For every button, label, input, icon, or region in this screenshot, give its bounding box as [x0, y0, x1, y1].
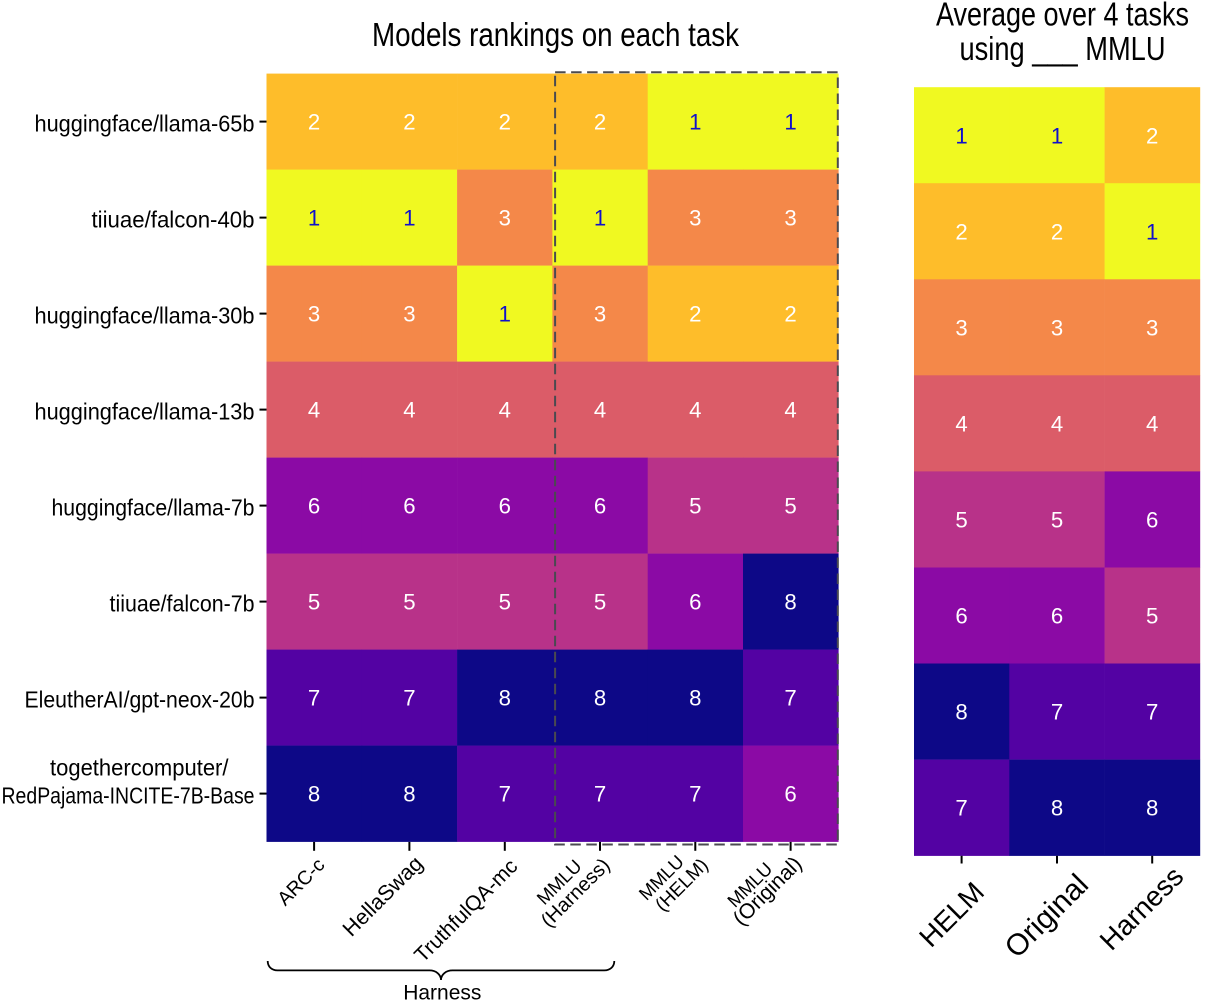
- svg-text:6: 6: [1146, 508, 1158, 533]
- svg-text:6: 6: [784, 782, 796, 807]
- svg-text:2: 2: [594, 110, 606, 135]
- svg-text:2: 2: [784, 302, 796, 327]
- svg-text:7: 7: [1146, 700, 1158, 725]
- svg-text:1: 1: [499, 302, 511, 327]
- svg-text:Harness: Harness: [403, 981, 481, 1000]
- svg-text:using ___ MMLU: using ___ MMLU: [960, 30, 1166, 67]
- svg-text:4: 4: [1051, 412, 1063, 437]
- svg-text:3: 3: [403, 302, 415, 327]
- svg-text:huggingface/llama-30b: huggingface/llama-30b: [35, 303, 255, 329]
- svg-text:3: 3: [594, 302, 606, 327]
- svg-text:8: 8: [689, 686, 701, 711]
- svg-text:4: 4: [403, 398, 415, 423]
- svg-text:3: 3: [955, 315, 967, 340]
- svg-text:3: 3: [784, 206, 796, 231]
- svg-text:2: 2: [689, 302, 701, 327]
- svg-text:8: 8: [784, 590, 796, 615]
- svg-text:8: 8: [594, 686, 606, 711]
- svg-text:1: 1: [689, 110, 701, 135]
- svg-text:1: 1: [784, 110, 796, 135]
- svg-text:8: 8: [499, 686, 511, 711]
- svg-text:1: 1: [955, 123, 967, 148]
- svg-text:EleutherAI/gpt-neox-20b: EleutherAI/gpt-neox-20b: [25, 687, 255, 713]
- svg-text:Average over 4 tasks: Average over 4 tasks: [936, 0, 1189, 33]
- svg-text:5: 5: [1051, 508, 1063, 533]
- svg-text:6: 6: [955, 604, 967, 629]
- svg-text:6: 6: [1051, 604, 1063, 629]
- svg-text:6: 6: [689, 590, 701, 615]
- svg-text:4: 4: [784, 398, 796, 423]
- svg-text:5: 5: [784, 494, 796, 519]
- svg-text:2: 2: [955, 219, 967, 244]
- svg-text:tiiuae/falcon-40b: tiiuae/falcon-40b: [92, 207, 255, 233]
- svg-text:5: 5: [689, 494, 701, 519]
- svg-text:3: 3: [689, 206, 701, 231]
- svg-text:8: 8: [1146, 796, 1158, 821]
- svg-text:3: 3: [1146, 315, 1158, 340]
- svg-text:5: 5: [594, 590, 606, 615]
- svg-text:huggingface/llama-13b: huggingface/llama-13b: [35, 399, 255, 425]
- svg-text:5: 5: [955, 508, 967, 533]
- svg-text:5: 5: [1146, 604, 1158, 629]
- svg-text:1: 1: [403, 206, 415, 231]
- svg-text:2: 2: [1146, 123, 1158, 148]
- svg-text:4: 4: [1146, 412, 1158, 437]
- svg-text:togethercomputer/: togethercomputer/: [50, 755, 229, 781]
- svg-text:8: 8: [403, 782, 415, 807]
- svg-text:4: 4: [594, 398, 606, 423]
- svg-text:7: 7: [594, 782, 606, 807]
- svg-text:1: 1: [1146, 219, 1158, 244]
- svg-text:4: 4: [499, 398, 511, 423]
- svg-text:4: 4: [308, 398, 320, 423]
- svg-text:6: 6: [499, 494, 511, 519]
- svg-text:2: 2: [403, 110, 415, 135]
- svg-text:1: 1: [594, 206, 606, 231]
- svg-text:7: 7: [308, 686, 320, 711]
- svg-text:5: 5: [499, 590, 511, 615]
- svg-text:8: 8: [1051, 796, 1063, 821]
- svg-text:5: 5: [403, 590, 415, 615]
- svg-text:huggingface/llama-65b: huggingface/llama-65b: [35, 111, 255, 137]
- svg-text:1: 1: [308, 206, 320, 231]
- svg-text:tiiuae/falcon-7b: tiiuae/falcon-7b: [110, 591, 255, 617]
- svg-text:4: 4: [955, 412, 967, 437]
- svg-text:6: 6: [308, 494, 320, 519]
- svg-text:7: 7: [784, 686, 796, 711]
- svg-text:5: 5: [308, 590, 320, 615]
- svg-text:3: 3: [308, 302, 320, 327]
- svg-text:6: 6: [594, 494, 606, 519]
- svg-text:2: 2: [1051, 219, 1063, 244]
- svg-text:8: 8: [308, 782, 320, 807]
- svg-text:Models rankings on each task: Models rankings on each task: [372, 16, 739, 53]
- svg-text:3: 3: [499, 206, 511, 231]
- svg-text:8: 8: [955, 700, 967, 725]
- svg-text:huggingface/llama-7b: huggingface/llama-7b: [52, 495, 255, 521]
- svg-text:RedPajama-INCITE-7B-Base: RedPajama-INCITE-7B-Base: [2, 783, 255, 809]
- svg-text:7: 7: [1051, 700, 1063, 725]
- svg-text:3: 3: [1051, 315, 1063, 340]
- svg-text:7: 7: [499, 782, 511, 807]
- svg-text:1: 1: [1051, 123, 1063, 148]
- svg-text:7: 7: [955, 796, 967, 821]
- svg-text:7: 7: [403, 686, 415, 711]
- svg-text:2: 2: [308, 110, 320, 135]
- svg-text:7: 7: [689, 782, 701, 807]
- svg-text:6: 6: [403, 494, 415, 519]
- svg-text:2: 2: [499, 110, 511, 135]
- svg-text:4: 4: [689, 398, 701, 423]
